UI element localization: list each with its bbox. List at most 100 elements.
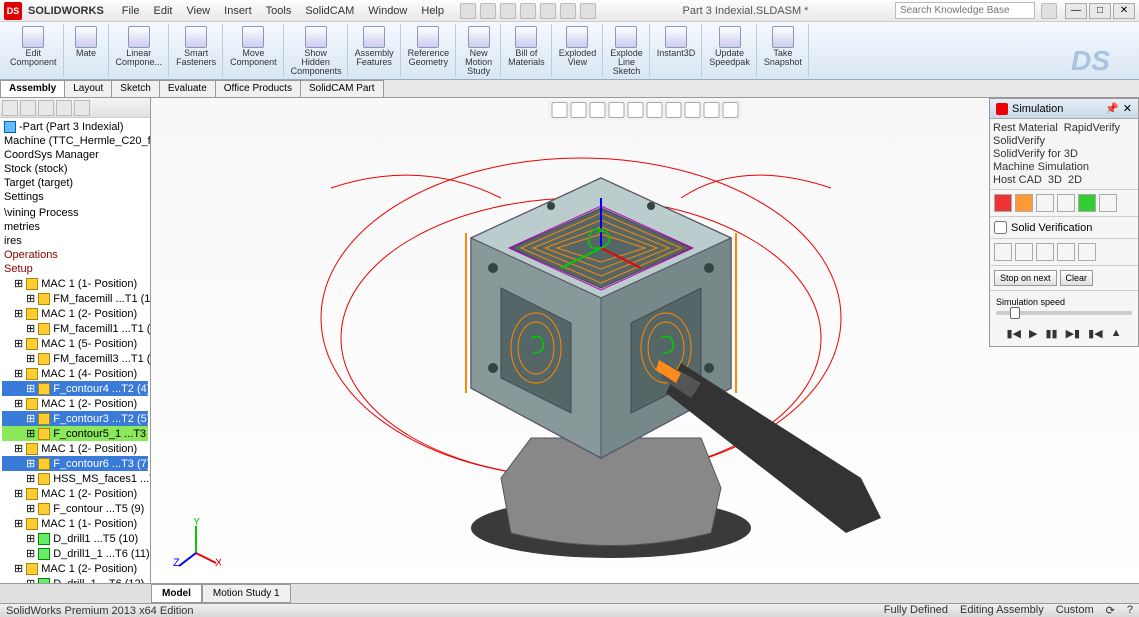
qat-open-icon[interactable]: [480, 3, 496, 19]
tree-config-icon[interactable]: [20, 100, 36, 116]
ribbon-btn-2[interactable]: LinearCompone...: [114, 25, 165, 68]
menu-edit[interactable]: Edit: [148, 3, 179, 19]
sim-tab-solid3d[interactable]: SolidVerify for 3D: [993, 148, 1078, 160]
ribbon-btn-10[interactable]: ExplodedView: [557, 25, 599, 68]
sim-path-icon[interactable]: [1036, 194, 1054, 212]
tree-item[interactable]: ⊞ D_drill1 ...T5 (10): [2, 531, 148, 546]
view-orient-icon[interactable]: [628, 102, 644, 118]
ribbon-btn-6[interactable]: AssemblyFeatures: [353, 25, 396, 68]
tree-item[interactable]: Stock (stock): [2, 162, 148, 176]
ribbon-btn-3[interactable]: SmartFasteners: [174, 25, 218, 68]
tree-item[interactable]: ⊞ F_contour ...T5 (9): [2, 501, 148, 516]
sim-opt3-icon[interactable]: [1036, 243, 1054, 261]
menu-insert[interactable]: Insert: [218, 3, 258, 19]
sim-tab-rest[interactable]: Rest Material: [993, 122, 1058, 134]
triad-icon[interactable]: Y X Z: [171, 518, 221, 568]
feature-tree[interactable]: -Part (Part 3 Indexial)Machine (TTC_Herm…: [0, 118, 150, 586]
apply-scene-icon[interactable]: [704, 102, 720, 118]
qat-print-icon[interactable]: [520, 3, 536, 19]
tree-item[interactable]: ⊞ MAC 1 (2- Position): [2, 306, 148, 321]
menu-file[interactable]: File: [116, 3, 146, 19]
next-icon[interactable]: ▶▮: [1066, 327, 1081, 340]
menu-view[interactable]: View: [180, 3, 216, 19]
ribbon-btn-13[interactable]: UpdateSpeedpak: [707, 25, 752, 68]
graphics-viewport[interactable]: Y X Z Simulation 📌 ✕ Rest Material Rapid…: [151, 98, 1139, 598]
sim-info-icon[interactable]: [1057, 194, 1075, 212]
ribbon-btn-5[interactable]: ShowHiddenComponents: [289, 25, 343, 77]
sim-play-icon[interactable]: [1078, 194, 1096, 212]
tree-more-icon[interactable]: [74, 100, 90, 116]
edit-appearance-icon[interactable]: [685, 102, 701, 118]
ribbon-btn-7[interactable]: ReferenceGeometry: [406, 25, 452, 68]
tree-display-icon[interactable]: [38, 100, 54, 116]
tree-item[interactable]: ⊞ F_contour4 ...T2 (4): [2, 381, 148, 396]
prev-icon[interactable]: ▮◀: [1088, 327, 1103, 340]
sim-stop-icon[interactable]: [1099, 194, 1117, 212]
sim-verify-checkbox[interactable]: Solid Verification: [990, 217, 1138, 239]
eject-icon[interactable]: ▲: [1111, 327, 1122, 340]
tab-motion-study[interactable]: Motion Study 1: [202, 584, 291, 603]
qat-rebuild-icon[interactable]: [560, 3, 576, 19]
tree-item[interactable]: ⊞ MAC 1 (5- Position): [2, 336, 148, 351]
sim-tab-2d[interactable]: 2D: [1068, 174, 1082, 186]
sim-tab-rapid[interactable]: RapidVerify: [1064, 122, 1120, 134]
sim-opt1-icon[interactable]: [994, 243, 1012, 261]
sim-speed-slider[interactable]: [996, 311, 1132, 315]
menu-solidcam[interactable]: SolidCAM: [299, 3, 360, 19]
tree-item[interactable]: ⊞ MAC 1 (2- Position): [2, 486, 148, 501]
close-button[interactable]: ✕: [1113, 3, 1135, 19]
tree-item[interactable]: ⊞ F_contour5_1 ...T3 (6): [2, 426, 148, 441]
sim-pin-icon[interactable]: 📌: [1105, 102, 1119, 115]
pause-icon[interactable]: ▮▮: [1045, 327, 1057, 340]
sim-tab-host[interactable]: Host CAD: [993, 174, 1042, 186]
ribbon-btn-1[interactable]: Mate: [73, 25, 99, 59]
sim-opt4-icon[interactable]: [1057, 243, 1075, 261]
sim-tab-3d[interactable]: 3D: [1048, 174, 1062, 186]
tree-item[interactable]: Target (target): [2, 176, 148, 190]
ribbon-btn-0[interactable]: EditComponent: [8, 25, 59, 68]
tab-assembly[interactable]: Assembly: [0, 80, 65, 97]
tree-item[interactable]: ⊞ MAC 1 (2- Position): [2, 396, 148, 411]
help-icon[interactable]: [1041, 3, 1057, 19]
tree-item[interactable]: ⊞ MAC 1 (4- Position): [2, 366, 148, 381]
tree-item[interactable]: ⊞ F_contour6 ...T3 (7): [2, 456, 148, 471]
search-input[interactable]: [895, 2, 1035, 19]
display-style-icon[interactable]: [647, 102, 663, 118]
ribbon-btn-11[interactable]: ExplodeLineSketch: [608, 25, 645, 77]
maximize-button[interactable]: □: [1089, 3, 1111, 19]
menu-tools[interactable]: Tools: [260, 3, 298, 19]
skip-start-icon[interactable]: ▮◀: [1006, 327, 1021, 340]
tree-hide-icon[interactable]: [56, 100, 72, 116]
clear-button[interactable]: Clear: [1060, 270, 1094, 286]
view-settings-icon[interactable]: [723, 102, 739, 118]
section-view-icon[interactable]: [609, 102, 625, 118]
tree-item[interactable]: ⊞ MAC 1 (1- Position): [2, 516, 148, 531]
slider-thumb[interactable]: [1010, 307, 1020, 319]
status-custom[interactable]: Custom: [1056, 604, 1094, 617]
ribbon-btn-4[interactable]: MoveComponent: [228, 25, 279, 68]
menu-help[interactable]: Help: [415, 3, 450, 19]
tree-filter-icon[interactable]: [2, 100, 18, 116]
tab-layout[interactable]: Layout: [64, 80, 112, 97]
qat-new-icon[interactable]: [460, 3, 476, 19]
tree-item[interactable]: ⊞ F_contour3 ...T2 (5): [2, 411, 148, 426]
tree-item[interactable]: ⊞ MAC 1 (2- Position): [2, 561, 148, 576]
status-rebuild-icon[interactable]: ⟳: [1106, 604, 1115, 617]
qat-undo-icon[interactable]: [540, 3, 556, 19]
tree-item[interactable]: ⊞ FM_facemill3 ...T1 (3): [2, 351, 148, 366]
tree-item[interactable]: ⊞ D_drill1_1 ...T6 (11): [2, 546, 148, 561]
sim-opt5-icon[interactable]: [1078, 243, 1096, 261]
play-icon[interactable]: ▶: [1029, 327, 1037, 340]
stop-on-next-button[interactable]: Stop on next: [994, 270, 1057, 286]
zoom-fit-icon[interactable]: [552, 102, 568, 118]
ribbon-btn-12[interactable]: Instant3D: [655, 25, 698, 59]
sim-close-icon[interactable]: ✕: [1123, 102, 1132, 115]
tree-item[interactable]: Setup: [2, 262, 148, 276]
tree-item[interactable]: Operations: [2, 248, 148, 262]
tree-item[interactable]: ⊞ MAC 1 (1- Position): [2, 276, 148, 291]
ribbon-btn-9[interactable]: Bill ofMaterials: [506, 25, 547, 68]
tree-item[interactable]: ⊞ FM_facemill1 ...T1 (2): [2, 321, 148, 336]
tab-office-products[interactable]: Office Products: [215, 80, 301, 97]
tab-sketch[interactable]: Sketch: [111, 80, 160, 97]
prev-view-icon[interactable]: [590, 102, 606, 118]
